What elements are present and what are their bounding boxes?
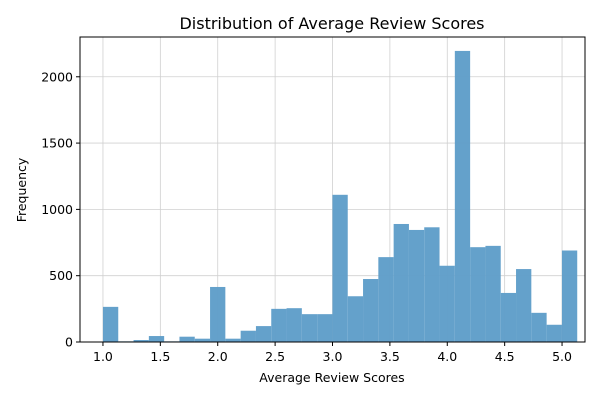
x-tick-label: 5.0 [552,349,572,364]
y-axis-ticks: 0 500 1000 1500 2000 [41,69,80,350]
histogram-bar [516,269,532,342]
histogram-bar [102,306,119,342]
histogram-bar [378,257,394,342]
histogram-bar [210,286,226,342]
x-tick-label: 2.5 [265,349,285,364]
histogram-bar [271,308,287,342]
histogram-bars [102,50,578,342]
y-tick-label: 1000 [41,202,73,217]
x-tick-label: 3.0 [323,349,343,364]
x-tick-label: 1.0 [93,349,113,364]
y-tick-label: 1500 [41,136,73,151]
x-axis-ticks: 1.0 1.5 2.0 2.5 3.0 3.5 4.0 4.5 5.0 [93,342,572,364]
histogram-bar [225,338,241,342]
histogram-bar [500,292,517,342]
y-axis-label: Frequency [14,157,29,222]
histogram-bar [439,265,455,342]
histogram-bar [546,324,562,342]
histogram-bar [347,296,364,342]
histogram-bar [363,279,379,342]
histogram-bar [301,314,318,342]
y-tick-label: 2000 [41,69,73,84]
x-tick-label: 3.5 [380,349,400,364]
y-tick-label: 0 [65,335,73,350]
histogram-bar [393,223,409,342]
x-tick-label: 4.0 [437,349,457,364]
histogram-bar [332,194,348,342]
x-tick-label: 4.5 [495,349,515,364]
x-tick-label: 1.5 [150,349,170,364]
histogram-bar [317,314,333,342]
histogram-bar [255,326,272,342]
x-tick-label: 2.0 [208,349,228,364]
histogram-bar [194,338,211,342]
histogram-bar [240,330,256,342]
histogram-bar [424,227,440,342]
histogram-bar [408,229,425,342]
y-tick-label: 500 [49,268,73,283]
x-axis-label: Average Review Scores [259,370,404,385]
histogram-bar [286,308,302,342]
histogram-bar [148,336,165,342]
chart-title: Distribution of Average Review Scores [179,14,484,33]
histogram-bar [133,340,149,342]
histogram-bar [485,245,501,342]
histogram-bar [531,312,547,342]
histogram-bar [454,50,471,342]
histogram-bar [179,336,195,342]
histogram-bar [561,250,578,342]
histogram-bar [470,247,486,342]
